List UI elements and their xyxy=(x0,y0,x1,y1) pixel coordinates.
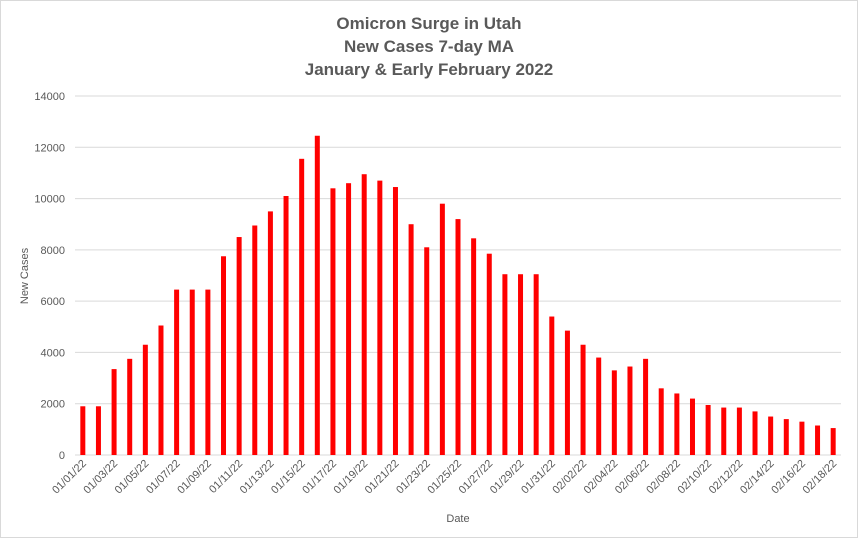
y-axis-tick-labels: 0 2000 4000 6000 8000 10000 12000 14000 xyxy=(34,91,65,462)
bar xyxy=(486,253,492,455)
bar xyxy=(424,247,430,455)
bar xyxy=(283,196,289,455)
bar xyxy=(471,238,477,455)
bar xyxy=(674,393,680,455)
y-tick-label: 14000 xyxy=(34,91,65,103)
bar xyxy=(658,388,664,455)
chart-title: Omicron Surge in Utah New Cases 7-day MA… xyxy=(305,14,554,79)
y-tick-label: 12000 xyxy=(34,142,65,154)
y-tick-label: 0 xyxy=(59,450,65,462)
bar xyxy=(783,419,789,455)
bar xyxy=(689,398,695,455)
x-tick-label: 01/09/22 xyxy=(175,458,214,497)
bar xyxy=(815,425,821,455)
bar xyxy=(643,358,649,455)
bar xyxy=(564,330,570,455)
bar xyxy=(596,357,602,455)
y-tick-label: 2000 xyxy=(41,399,65,411)
bar xyxy=(799,421,805,455)
bar xyxy=(627,366,633,455)
bar xyxy=(721,407,727,455)
bar xyxy=(549,316,555,455)
bar xyxy=(174,289,180,455)
bar xyxy=(439,203,445,455)
bar xyxy=(236,237,242,455)
bar xyxy=(299,158,305,455)
bar xyxy=(361,174,367,455)
chart-title-line-1: Omicron Surge in Utah xyxy=(336,14,521,33)
bar xyxy=(142,344,148,455)
x-axis-title: Date xyxy=(446,513,469,525)
bar xyxy=(377,180,383,455)
bar xyxy=(455,219,461,455)
bar xyxy=(330,188,336,455)
bar xyxy=(158,325,164,455)
bar xyxy=(768,416,774,455)
bar xyxy=(267,211,273,455)
bar xyxy=(408,224,414,455)
bar xyxy=(580,344,586,455)
x-tick-label: 02/18/22 xyxy=(801,458,840,497)
bar xyxy=(111,369,117,455)
bar xyxy=(533,274,539,455)
bar xyxy=(314,135,320,455)
chart-title-line-3: January & Early February 2022 xyxy=(305,60,554,79)
bar xyxy=(252,225,258,455)
bar xyxy=(752,411,758,455)
bar xyxy=(392,187,398,455)
y-tick-label: 4000 xyxy=(41,347,65,359)
y-axis-title: New Cases xyxy=(19,247,31,304)
bar xyxy=(611,370,617,455)
bar xyxy=(518,274,524,455)
bar xyxy=(705,405,711,455)
bar xyxy=(80,406,86,455)
y-tick-label: 10000 xyxy=(34,194,65,206)
bar xyxy=(736,407,742,455)
bar xyxy=(189,289,195,455)
bar xyxy=(95,406,101,455)
bar xyxy=(346,183,352,455)
y-tick-label: 8000 xyxy=(41,245,65,257)
bar xyxy=(830,428,836,455)
bar xyxy=(205,289,211,455)
bar xyxy=(502,274,508,455)
bar xyxy=(221,256,227,455)
y-tick-label: 6000 xyxy=(41,296,65,308)
bar xyxy=(127,358,133,455)
x-axis-tick-labels: 01/01/2201/03/2201/05/2201/07/2201/09/22… xyxy=(50,458,839,497)
chart-title-line-2: New Cases 7-day MA xyxy=(344,37,514,56)
bars xyxy=(80,135,836,455)
